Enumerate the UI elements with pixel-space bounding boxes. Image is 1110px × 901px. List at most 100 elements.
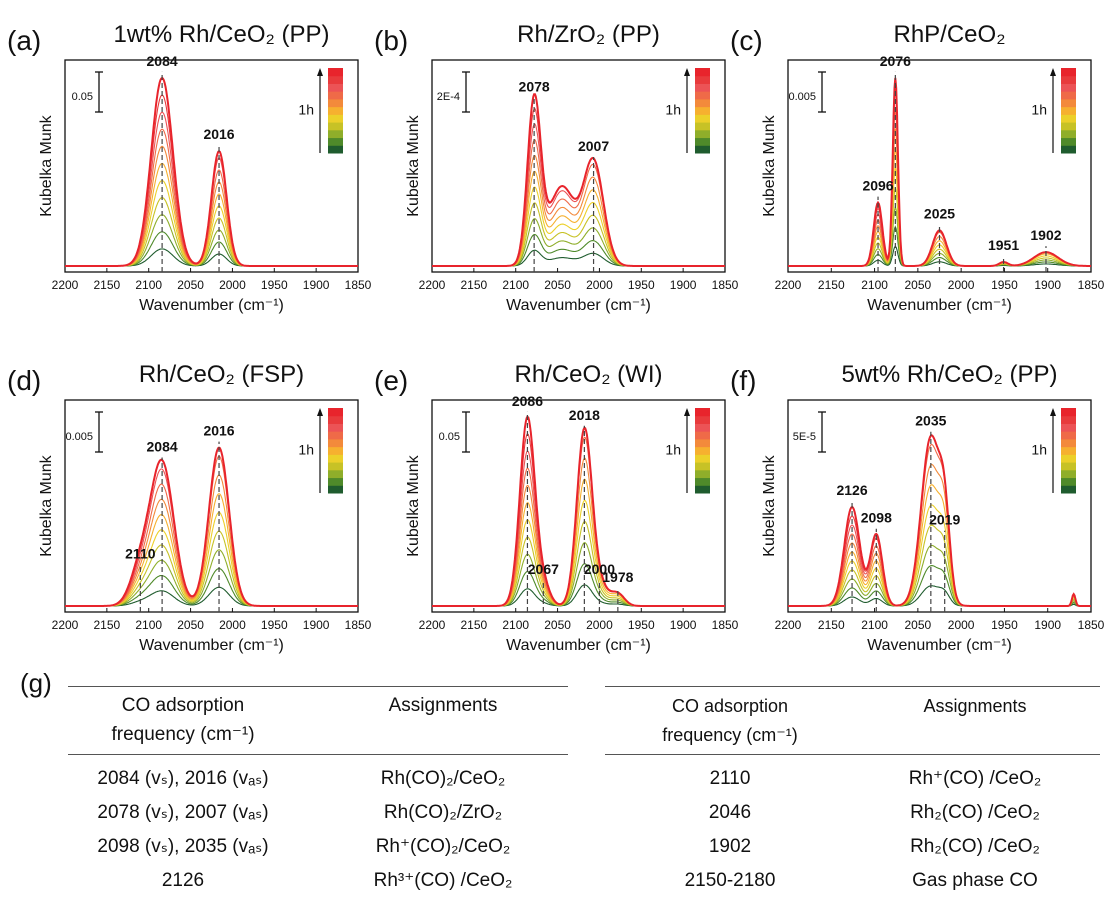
x-tick-label: 2000 xyxy=(219,618,246,632)
peak-label: 2007 xyxy=(578,138,609,154)
table-left-row-4-frequency: 2126 xyxy=(161,870,205,891)
colorbar-step xyxy=(328,98,343,108)
chart-title: 5wt% Rh/CeO₂ (PP) xyxy=(841,361,1057,388)
table-left-row-4-assignment: Rh³⁺(CO) /CeO₂ xyxy=(373,870,513,891)
x-tick-label: 2200 xyxy=(419,618,446,632)
colorbar-label: 1h xyxy=(298,102,314,118)
colorbar-step xyxy=(1061,462,1076,471)
x-tick-label: 1850 xyxy=(345,278,372,292)
peak-label: 2084 xyxy=(147,53,178,69)
x-tick-label: 2100 xyxy=(502,618,529,632)
colorbar-step xyxy=(695,75,710,84)
plot-frame xyxy=(431,399,726,613)
colorbar-step xyxy=(695,415,710,424)
colorbar-step xyxy=(328,415,343,424)
panel-label: (f) xyxy=(730,365,756,396)
plot-frame xyxy=(787,399,1092,613)
colorbar-step xyxy=(1061,485,1076,494)
x-tick-label: 2100 xyxy=(135,618,162,632)
peak-label: 2084 xyxy=(147,438,178,454)
colorbar-step xyxy=(328,122,343,131)
table-left-row-2-frequency: 2078 (vₛ), 2007 (vₐₛ) xyxy=(97,802,269,823)
colorbar-step xyxy=(328,408,343,417)
colorbar-step xyxy=(1061,68,1076,77)
x-tick-label: 1850 xyxy=(1078,278,1105,292)
y-axis-label: Kubelka Munk xyxy=(405,114,422,216)
peak-label: 1902 xyxy=(1030,227,1061,243)
x-axis-label: Wavenumber (cm⁻¹) xyxy=(506,297,651,314)
x-tick-label: 1950 xyxy=(261,278,288,292)
x-tick-label: 2150 xyxy=(818,278,845,292)
table-left-header-frequency-2: frequency (cm⁻¹) xyxy=(111,724,255,745)
colorbar-step xyxy=(695,477,710,486)
table-right-row-4-frequency: 2150-2180 xyxy=(684,870,776,891)
x-tick-label: 2150 xyxy=(461,618,488,632)
colorbar-step xyxy=(1061,122,1076,131)
colorbar-step xyxy=(695,91,710,100)
colorbar-arrowhead xyxy=(684,68,690,76)
x-tick-label: 1850 xyxy=(345,618,372,632)
plot-frame xyxy=(64,59,359,273)
colorbar-step xyxy=(695,485,710,494)
colorbar-step xyxy=(1061,106,1076,115)
x-tick-label: 1900 xyxy=(1034,278,1061,292)
x-axis-label: Wavenumber (cm⁻¹) xyxy=(867,297,1012,314)
y-axis-label: Kubelka Munk xyxy=(38,114,55,216)
x-tick-label: 2000 xyxy=(948,278,975,292)
colorbar-arrowhead xyxy=(317,68,323,76)
peak-label: 2076 xyxy=(880,53,911,69)
x-tick-label: 1950 xyxy=(991,278,1018,292)
x-tick-label: 1850 xyxy=(712,278,739,292)
peak-label: 2098 xyxy=(861,510,892,526)
colorbar-step xyxy=(695,145,710,154)
peak-label: 2126 xyxy=(836,482,867,498)
x-tick-label: 2050 xyxy=(177,278,204,292)
table-left-row-3-assignment: Rh⁺(CO)₂/CeO₂ xyxy=(375,836,511,857)
scale-bar-label: 0.05 xyxy=(72,91,93,103)
colorbar-step xyxy=(1061,83,1076,92)
peak-label: 1951 xyxy=(988,237,1019,253)
colorbar-step xyxy=(328,83,343,92)
colorbar-label: 1h xyxy=(1031,442,1047,458)
colorbar-step xyxy=(695,114,710,123)
colorbar-step xyxy=(1061,98,1076,108)
colorbar-step xyxy=(1061,91,1076,100)
x-tick-label: 1850 xyxy=(712,618,739,632)
colorbar-arrowhead xyxy=(1050,408,1056,416)
colorbar-step xyxy=(328,129,343,139)
table-right-header-frequency-1: CO adsorption xyxy=(671,696,789,716)
peak-label: 2096 xyxy=(862,178,893,194)
x-tick-label: 2100 xyxy=(861,278,888,292)
colorbar-step xyxy=(1061,423,1076,432)
x-tick-label: 1950 xyxy=(628,278,655,292)
panel-label-g: (g) xyxy=(20,668,52,698)
x-tick-label: 1900 xyxy=(303,278,330,292)
colorbar-step xyxy=(1061,446,1076,455)
peak-label: 2035 xyxy=(915,413,946,429)
x-tick-label: 2150 xyxy=(818,618,845,632)
table-right-top-rule xyxy=(605,686,1100,687)
colorbar-step xyxy=(1061,75,1076,84)
x-tick-label: 2050 xyxy=(544,618,571,632)
colorbar-step xyxy=(328,454,343,463)
colorbar-step xyxy=(328,91,343,100)
colorbar-step xyxy=(695,83,710,92)
colorbar-step xyxy=(695,454,710,463)
colorbar-step xyxy=(328,68,343,77)
colorbar-step xyxy=(695,106,710,115)
table-right-row-3-frequency: 1902 xyxy=(708,836,752,857)
x-tick-label: 2100 xyxy=(861,618,888,632)
x-axis-label: Wavenumber (cm⁻¹) xyxy=(139,297,284,314)
table-left-header-frequency-1: CO adsorption xyxy=(121,695,245,716)
panel-e: (e) Rh/CeO₂ (WI) 2200 2150 2100 2050 2000 1950 1… xyxy=(374,361,739,654)
peak-label: 1978 xyxy=(602,569,633,585)
colorbar-label: 1h xyxy=(1031,102,1047,118)
colorbar-step xyxy=(328,431,343,440)
x-axis-label: Wavenumber (cm⁻¹) xyxy=(867,637,1012,654)
y-axis-label: Kubelka Munk xyxy=(38,454,55,556)
x-tick-label: 2100 xyxy=(502,278,529,292)
table-left-row-1-assignment: Rh(CO)₂/CeO₂ xyxy=(380,768,506,789)
colorbar-step xyxy=(695,129,710,139)
x-tick-label: 2150 xyxy=(94,278,121,292)
